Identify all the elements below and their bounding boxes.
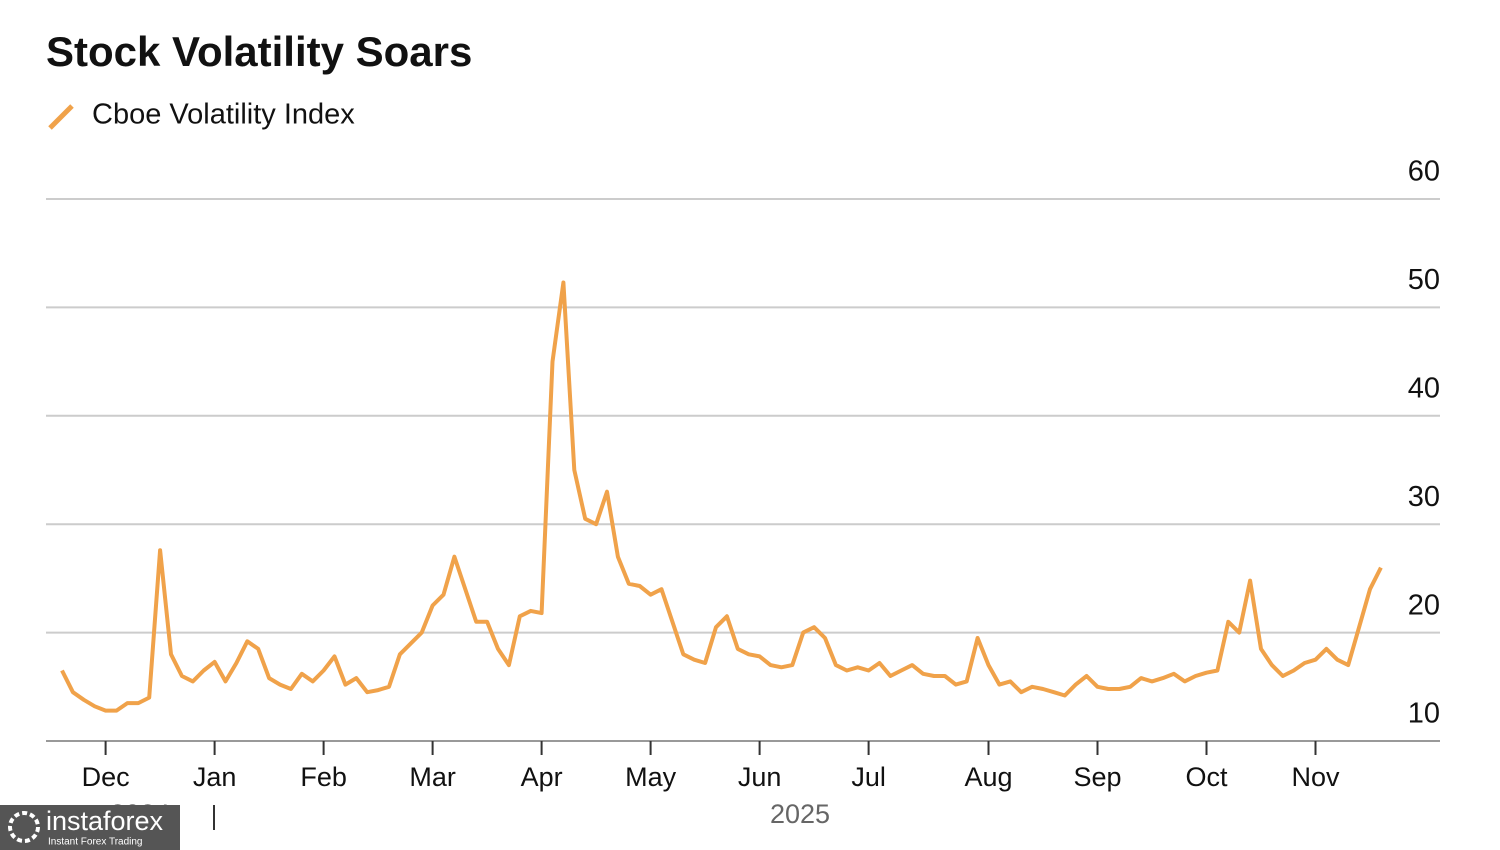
x-tick-label: Mar bbox=[409, 762, 456, 792]
x-tick-label: Nov bbox=[1291, 762, 1340, 792]
legend-label: Cboe Volatility Index bbox=[92, 99, 355, 131]
x-tick-label: Dec bbox=[82, 762, 130, 792]
watermark-box bbox=[0, 805, 180, 850]
y-tick-label: 40 bbox=[1408, 372, 1440, 404]
x-tick-label: Aug bbox=[964, 762, 1012, 792]
legend-swatch bbox=[48, 104, 74, 130]
y-tick-label: 10 bbox=[1408, 698, 1440, 730]
y-tick-label: 50 bbox=[1408, 264, 1440, 296]
watermark-icon bbox=[8, 811, 40, 843]
line-series bbox=[60, 280, 1383, 713]
x-tick-label: Jun bbox=[738, 762, 782, 792]
x-tick-label: Apr bbox=[521, 762, 563, 792]
x-group-label: 2025 bbox=[770, 799, 830, 829]
y-tick-label: 20 bbox=[1408, 589, 1440, 621]
chart-title: Stock Volatility Soars bbox=[46, 28, 472, 75]
x-tick-label: Jan bbox=[193, 762, 237, 792]
x-tick-label: Jul bbox=[851, 762, 886, 792]
x-tick-label: Oct bbox=[1185, 762, 1228, 792]
watermark-subtitle: Instant Forex Trading bbox=[48, 837, 143, 848]
x-tick-label: May bbox=[625, 762, 677, 792]
x-tick-label: Sep bbox=[1073, 762, 1121, 792]
x-tick-label: Feb bbox=[300, 762, 347, 792]
watermark: instaforex bbox=[46, 806, 164, 836]
y-tick-label: 30 bbox=[1408, 481, 1440, 513]
y-tick-label: 60 bbox=[1408, 156, 1440, 188]
